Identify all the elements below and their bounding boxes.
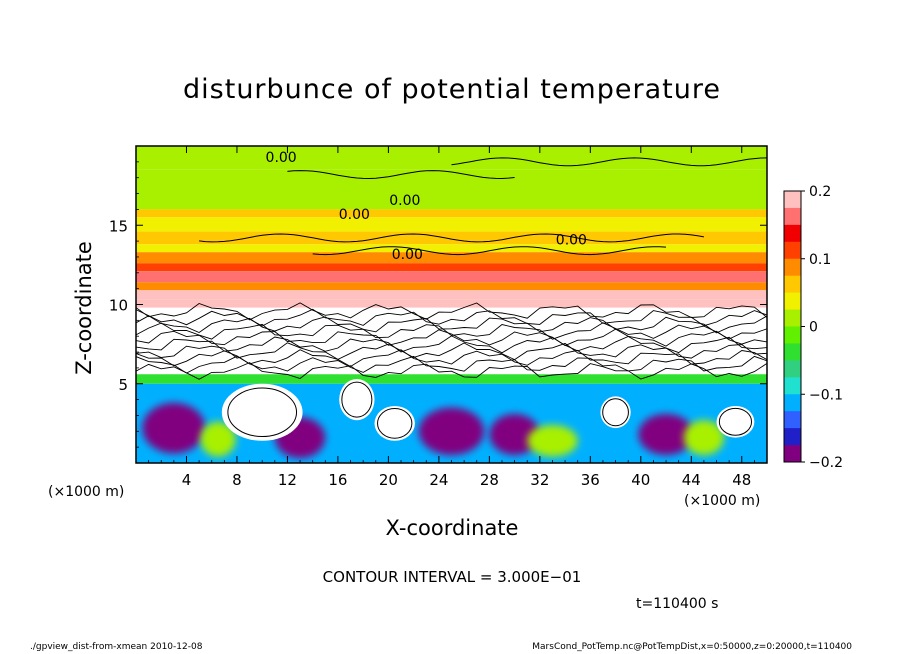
contour-line-low-2	[377, 408, 413, 439]
cold-anomaly-3	[489, 413, 540, 456]
cold-anomaly-2	[418, 407, 485, 456]
neutral-anomaly-0	[200, 421, 236, 457]
x-tick-label-4: 20	[379, 471, 398, 489]
warm-anomaly-4	[716, 405, 755, 438]
colorbar-swatch-1	[784, 207, 801, 226]
x-tick-label-3: 16	[328, 471, 347, 489]
contour-line-upper-3	[451, 157, 767, 167]
contour-line-upper-2	[312, 246, 667, 256]
x-tick-label-0: 4	[182, 471, 192, 489]
contour-interval-note: CONTOUR INTERVAL = 3.000E−01	[322, 568, 582, 586]
contour-line-upper-0	[287, 170, 515, 180]
contour-line-mid-9	[136, 302, 767, 321]
contour-label-2: 0.00	[339, 207, 370, 223]
cold-anomaly-4	[638, 413, 694, 456]
field-band-7	[136, 263, 767, 272]
contour-label-1: 0.00	[389, 193, 420, 209]
contour-line-mid-8	[136, 308, 767, 327]
contour-line-mid-6	[136, 322, 767, 340]
neutral-anomaly-2	[683, 420, 725, 456]
field-band-11	[136, 299, 767, 308]
field-band-10	[136, 290, 767, 300]
field-band-12	[136, 307, 767, 375]
colorbar-swatch-3	[784, 241, 801, 260]
x-tick-label-6: 28	[480, 471, 499, 489]
x-tick-label-2: 12	[278, 471, 297, 489]
field-band-5	[136, 244, 767, 253]
contour-line-low-1	[341, 381, 373, 418]
chart-title: disturbunce of potential temperature	[183, 74, 721, 105]
colorbar-swatch-4	[784, 258, 801, 277]
y-tick-label-1: 10	[109, 297, 128, 315]
colorbar: 0.2 0.1 0 −0.1 −0.2	[783, 184, 843, 471]
warm-anomaly-0	[221, 383, 303, 441]
warm-anomaly-2	[374, 405, 415, 441]
contour-line-mid-3	[136, 342, 767, 361]
colorbar-swatch-10	[784, 360, 801, 378]
colorbar-swatch-12	[784, 394, 801, 412]
colorbar-swatch-13	[784, 411, 801, 429]
colorbar-tick-label-0: 0.2	[809, 184, 831, 200]
field-band-13	[136, 374, 767, 384]
x-unit-label-left: (×1000 m)	[48, 484, 125, 500]
colorbar-swatch-8	[784, 326, 801, 344]
x-axis-label: X-coordinate	[385, 516, 519, 540]
colorbar-swatch-11	[784, 377, 801, 395]
footer-script-info: ./gpview_dist-from-xmean 2010-12-08	[30, 642, 203, 652]
colorbar-swatch-14	[784, 428, 801, 446]
y-tick-label-2: 15	[109, 217, 128, 235]
warm-anomaly-1	[339, 378, 375, 421]
heatmap-area: 0.00 0.00 0.00 0.00 0.00	[136, 146, 767, 463]
field-band-4	[136, 231, 767, 245]
field-band-6	[136, 252, 767, 264]
colorbar-tick-label-1: 0.1	[809, 252, 831, 268]
contour-line-mid-2	[136, 349, 767, 368]
x-tick-label-7: 32	[530, 471, 549, 489]
colorbar-tick-label-3: −0.1	[809, 387, 843, 403]
neutral-anomaly-1	[527, 424, 578, 457]
contour-label-0: 0.00	[266, 150, 297, 166]
colorbar-swatch-7	[784, 309, 801, 327]
field-band-8	[136, 271, 767, 283]
contour-line-upper-1	[199, 233, 704, 243]
colorbar-swatch-5	[784, 275, 801, 294]
field-band-0	[136, 146, 767, 170]
colorbar-tick-label-4: −0.2	[809, 455, 843, 471]
footer-file-info: MarsCond_PotTemp.nc@PotTempDist,x=0:5000…	[532, 642, 852, 652]
time-stamp: t=110400 s	[636, 596, 719, 612]
colorbar-swatch-15	[784, 445, 801, 463]
colorbar-swatch-2	[784, 224, 801, 243]
x-tick-label-5: 24	[429, 471, 448, 489]
cold-anomaly-0	[142, 402, 206, 454]
contour-label-4: 0.00	[556, 233, 587, 249]
colorbar-swatch-9	[784, 343, 801, 361]
contour-line-mid-0	[136, 362, 767, 380]
field-band-1	[136, 169, 767, 210]
colorbar-swatch-6	[784, 292, 801, 311]
field-band-3	[136, 217, 767, 232]
x-tick-label-1: 8	[232, 471, 242, 489]
y-tick-label-0: 5	[118, 376, 128, 394]
contour-label-3: 0.00	[392, 247, 423, 263]
field-band-9	[136, 282, 767, 291]
contour-line-mid-5	[136, 328, 767, 347]
x-tick-label-11: 48	[732, 471, 751, 489]
colorbar-tick-label-2: 0	[809, 320, 818, 336]
contour-line-mid-7	[136, 315, 767, 334]
contour-line-low-0	[227, 387, 298, 438]
x-tick-label-9: 40	[631, 471, 650, 489]
contour-line-low-3	[602, 398, 629, 427]
x-tick-label-10: 44	[682, 471, 701, 489]
x-tick-label-8: 36	[581, 471, 600, 489]
x-unit-label-right: (×1000 m)	[684, 493, 761, 509]
warm-anomaly-3	[600, 396, 631, 429]
contour-line-low-4	[718, 407, 753, 436]
field-band-2	[136, 209, 767, 218]
colorbar-swatch-0	[784, 191, 801, 209]
